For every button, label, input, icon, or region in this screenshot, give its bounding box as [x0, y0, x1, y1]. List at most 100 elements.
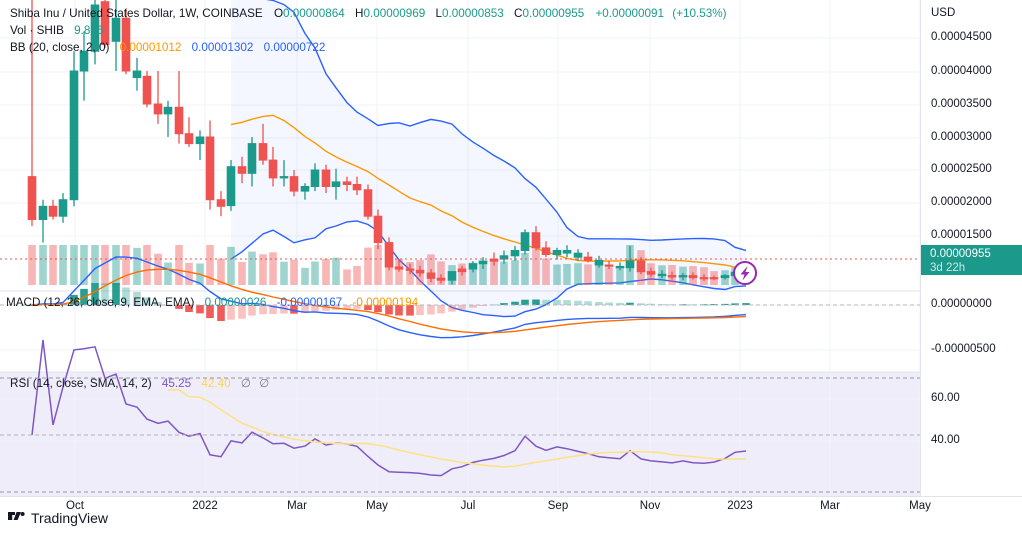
current-price-badge[interactable]: 0.00000955 3d 22h [921, 245, 1022, 275]
volume-bar [374, 245, 382, 285]
volume-bar [112, 245, 120, 285]
ohlc-open-value: 0.00000864 [283, 7, 345, 20]
volume-bar [164, 262, 172, 285]
bb-upper-value: 0.00001302 [191, 41, 254, 54]
volume-bar [395, 259, 403, 285]
candle-body [121, 17, 131, 72]
macd-histogram-bar [122, 287, 130, 305]
bollinger-upper-band [266, 0, 747, 252]
macd-histogram-bar [616, 302, 624, 305]
candle-body [342, 181, 352, 185]
volume-bar [39, 245, 47, 285]
candle-body [132, 70, 142, 79]
time-axis-tick: Nov [639, 500, 661, 512]
time-axis-tick: Oct [66, 500, 84, 512]
rsi-value: 45.25 [161, 377, 192, 390]
macd-histogram-bar [532, 299, 540, 305]
macd-legend[interactable]: MACD (12, 26, close, 9, EMA, EMA) 0.0000… [6, 296, 418, 309]
bollinger-bands-legend[interactable]: BB (20, close, 2, 0) 0.00001012 0.000013… [10, 41, 325, 54]
candle-body [79, 50, 89, 72]
macd-histogram-bar [301, 305, 309, 314]
tradingview-mark-icon [8, 511, 25, 520]
volume-bar [605, 267, 613, 285]
rsi-line [31, 339, 747, 477]
macd-histogram-bar [311, 305, 319, 312]
price-axis-tick: 0.00002500 [931, 163, 992, 175]
candle-body [667, 275, 677, 278]
candle-body [384, 242, 394, 268]
macd-histogram-bar [427, 305, 435, 315]
candle-body [289, 176, 299, 192]
macd-label: MACD (12, 26, close, 9, EMA, EMA) [6, 296, 195, 309]
chart-canvas[interactable] [0, 0, 1022, 496]
macd-histogram-bar [574, 300, 582, 305]
volume-bar [248, 251, 256, 285]
volume-bar [469, 262, 477, 285]
macd-histogram-bar [658, 304, 666, 306]
candle-body [594, 259, 604, 266]
bollinger-middle-band [230, 114, 747, 269]
macd-histogram-bar [185, 305, 193, 312]
price-axis-tick: 0.00003000 [931, 131, 992, 143]
macd-histogram-bar [259, 305, 267, 315]
candle-body [226, 166, 236, 207]
candle-body [636, 260, 646, 273]
volume-bar [217, 258, 225, 285]
rsi-lower-band-value: ∅ [259, 377, 270, 390]
ohlc-low-label: L [435, 7, 443, 20]
bb-lower-value: 0.00000722 [263, 41, 326, 54]
macd-histogram-bar [500, 303, 508, 305]
volume-bar [143, 245, 151, 285]
macd-histogram-bar [679, 304, 687, 306]
macd-histogram-bar [406, 305, 414, 316]
macd-histogram-bar [721, 303, 729, 305]
candle-body [394, 266, 404, 270]
candle-body [478, 260, 488, 265]
macd-histogram-bar [364, 305, 372, 311]
axis-currency-label: USD [931, 7, 956, 19]
macd-histogram-bar [238, 305, 246, 319]
volume-bar [101, 245, 109, 285]
macd-histogram-bar [269, 305, 277, 315]
candle-body [646, 271, 656, 275]
bb-middle-value: 0.00001012 [119, 41, 182, 54]
macd-histogram-bar [542, 299, 550, 305]
rsi-legend[interactable]: RSI (14, close, SMA, 14, 2) 45.25 42.40 … [10, 376, 269, 390]
macd-histogram-bar [742, 303, 750, 305]
symbol-legend[interactable]: Shiba Inu / United States Dollar, 1W, CO… [10, 7, 727, 20]
candle-body [457, 268, 467, 273]
change-value: +0.00000091 [595, 7, 665, 20]
ohlc-low-value: 0.00000853 [442, 7, 504, 20]
candle-body [604, 264, 614, 267]
candle-body [415, 269, 425, 274]
macd-histogram-bar [385, 305, 393, 315]
candle-body [468, 263, 478, 270]
macd-histogram-bar [490, 304, 498, 306]
candle-body [562, 250, 572, 254]
price-axis-tick: 0.00002000 [931, 196, 992, 208]
alert-bolt-icon[interactable] [733, 261, 757, 285]
candle-body [541, 247, 551, 255]
time-axis[interactable]: Oct 2022 Mar May Jul Sep Nov 2023 Mar May [0, 496, 1022, 519]
time-axis-tick: May [909, 500, 931, 512]
macd-histogram-bar [196, 305, 204, 314]
macd-histogram-bar [28, 305, 36, 306]
macd-histogram-bar [227, 305, 235, 320]
candle-body [111, 17, 121, 42]
candle-body [426, 272, 436, 279]
volume-bar [91, 245, 99, 285]
macd-signal-value: -0.00000167 [276, 296, 343, 309]
time-axis-tick: May [366, 500, 388, 512]
candle-body [38, 205, 48, 221]
macd-histogram-bar [395, 305, 403, 316]
macd-histogram-value: -0.00000194 [352, 296, 419, 309]
candle-body [615, 265, 625, 269]
price-axis-tick: 0.00003500 [931, 98, 992, 110]
volume-bar [532, 249, 540, 285]
volume-bar [280, 261, 288, 285]
volume-value: 9.836 [74, 24, 104, 37]
candle-body [258, 143, 268, 161]
volume-legend[interactable]: Vol · SHIB 9.836 [10, 24, 103, 37]
volume-bar [80, 245, 88, 285]
